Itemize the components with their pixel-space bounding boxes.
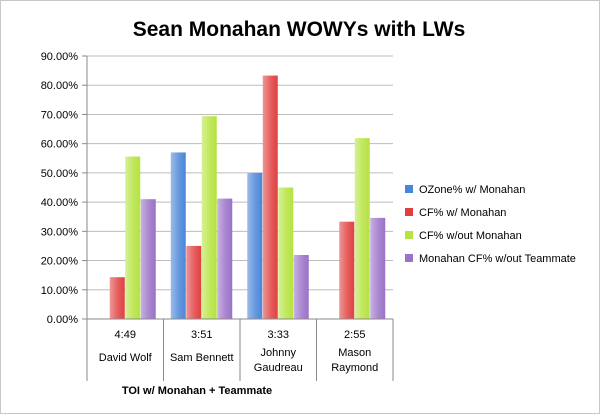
category-player-label: Gaudreau	[254, 362, 303, 374]
y-tick-label: 30.00%	[41, 226, 79, 238]
y-tick-label: 50.00%	[41, 168, 79, 180]
y-tick-label: 0.00%	[47, 314, 78, 326]
y-tick-label: 90.00%	[41, 51, 79, 63]
bar-cf-w-monahan-1	[186, 245, 202, 319]
category-player-label: Mason	[338, 347, 371, 359]
bar-cf-w-out-monahan-0	[125, 156, 141, 319]
category-toi-label: 4:49	[115, 329, 136, 341]
y-tick-label: 10.00%	[41, 285, 79, 297]
x-axis-categories: 4:49 David Wolf 3:51 Sam Bennett 3:33 Johnny G…	[99, 329, 379, 374]
bar-monahan-cf-w-out-teammate-1	[217, 198, 233, 319]
legend-label: Monahan CF% w/out Teammate	[419, 253, 576, 265]
y-tick-label: 60.00%	[41, 139, 79, 151]
category-player-label: Sam Bennett	[170, 352, 234, 364]
bar-ozone-w-monahan-2	[247, 172, 263, 319]
axes	[86, 56, 394, 381]
legend-label: CF% w/ Monahan	[419, 207, 506, 219]
category-player-label: Raymond	[331, 362, 378, 374]
category-player-label: David Wolf	[99, 352, 153, 364]
y-tick-label: 70.00%	[41, 109, 79, 121]
category-toi-label: 3:51	[191, 329, 212, 341]
bar-cf-w-monahan-3	[339, 221, 355, 319]
category-toi-label: 2:55	[344, 329, 365, 341]
bar-cf-w-out-monahan-2	[278, 187, 294, 319]
y-axis-ticks: 0.00% 10.00% 20.00% 30.00% 40.00% 50.00% 60.00…	[41, 51, 87, 326]
chart-title: Sean Monahan WOWYs with LWs	[133, 18, 466, 41]
bar-cf-w-out-monahan-1	[201, 116, 217, 319]
legend: OZone% w/ Monahan CF% w/ Monahan CF% w/out…	[405, 184, 576, 265]
category-toi-label: 3:33	[268, 329, 289, 341]
legend-label: CF% w/out Monahan	[419, 230, 522, 242]
y-tick-label: 20.00%	[41, 256, 79, 268]
legend-swatch	[405, 231, 413, 239]
bar-cf-w-monahan-2	[262, 75, 278, 319]
x-axis-label: TOI w/ Monahan + Teammate	[122, 385, 272, 397]
bar-monahan-cf-w-out-teammate-2	[293, 255, 309, 319]
legend-swatch	[405, 254, 413, 262]
bar-ozone-w-monahan-1	[170, 152, 186, 319]
legend-label: OZone% w/ Monahan	[419, 184, 525, 196]
bars	[109, 75, 386, 319]
bar-cf-w-out-monahan-3	[354, 138, 370, 319]
legend-swatch	[405, 208, 413, 216]
y-tick-label: 80.00%	[41, 80, 79, 92]
legend-swatch	[405, 185, 413, 193]
bar-monahan-cf-w-out-teammate-3	[370, 217, 386, 319]
bar-cf-w-monahan-0	[109, 277, 125, 319]
category-player-label: Johnny	[261, 347, 297, 359]
bar-monahan-cf-w-out-teammate-0	[140, 199, 156, 319]
y-tick-label: 40.00%	[41, 197, 79, 209]
